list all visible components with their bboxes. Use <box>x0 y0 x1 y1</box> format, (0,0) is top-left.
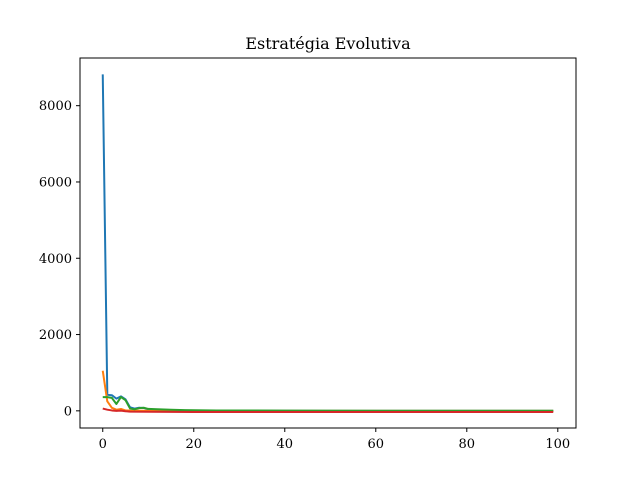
x-tick-label: 60 <box>368 437 385 452</box>
series-line-3 <box>102 396 554 412</box>
chart-title: Estratégia Evolutiva <box>245 34 411 53</box>
y-tick-label: 2000 <box>39 328 72 343</box>
x-tick-label: 100 <box>545 437 570 452</box>
y-tick-label: 8000 <box>39 99 72 114</box>
x-tick-label: 20 <box>185 437 202 452</box>
y-tick-label: 6000 <box>39 175 72 190</box>
x-tick-label: 40 <box>276 437 293 452</box>
x-tick-label: 80 <box>459 437 476 452</box>
x-axis-ticks: 0 20 40 60 80 100 <box>99 428 570 452</box>
y-axis-ticks: 0 2000 4000 6000 8000 <box>39 99 80 419</box>
series-line-1 <box>101 74 554 412</box>
y-tick-label: 4000 <box>39 252 72 267</box>
series-line-4 <box>102 407 554 413</box>
y-tick-label: 0 <box>64 404 72 419</box>
series-line-2 <box>101 370 554 412</box>
x-tick-label: 0 <box>99 437 107 452</box>
series-layer <box>101 74 554 413</box>
plot-area-frame <box>79 57 577 429</box>
